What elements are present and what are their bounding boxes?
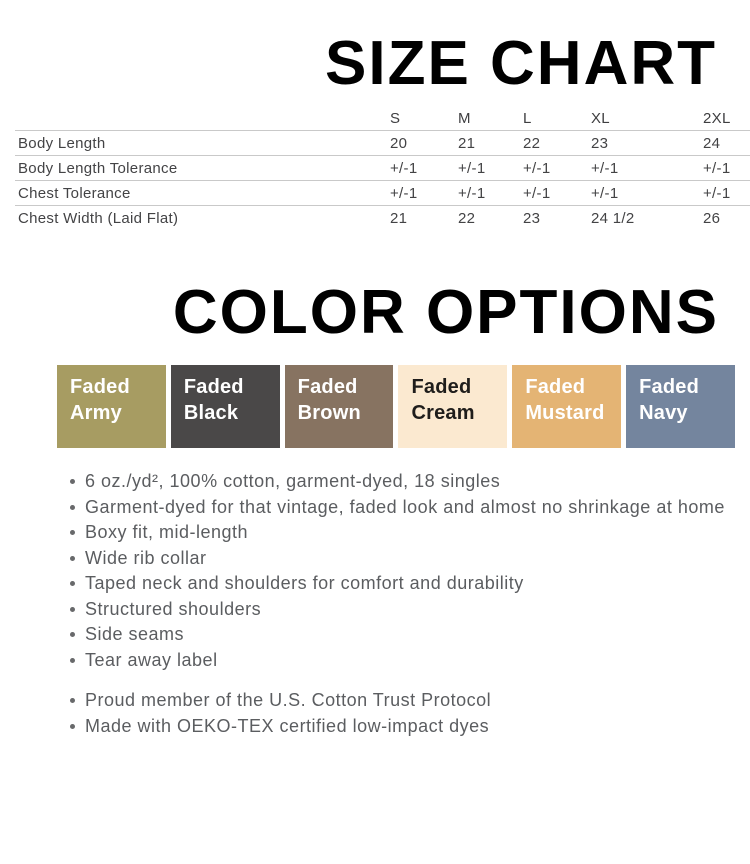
feature-list-secondary: Proud member of the U.S. Cotton Trust Pr… (0, 688, 750, 739)
size-column-header: L (523, 110, 532, 127)
size-table-corner-cell (15, 107, 390, 131)
feature-item: Side seams (69, 622, 750, 648)
table-cell: 21 (390, 209, 408, 227)
table-cell: 22 (523, 134, 541, 152)
feature-item: Wide rib collar (69, 546, 750, 572)
table-cell: +/-1 (390, 159, 418, 177)
color-swatch-faded-mustard: Faded Mustard (512, 365, 622, 448)
table-cell: +/-1 (591, 184, 619, 202)
feature-item: Garment-dyed for that vintage, faded loo… (69, 495, 750, 521)
swatch-label: Faded Brown (297, 376, 361, 424)
color-swatch-faded-black: Faded Black (170, 365, 280, 448)
table-cell: 24 1/2 (591, 209, 635, 227)
table-cell: +/-1 (703, 184, 731, 202)
table-cell: +/-1 (458, 159, 486, 177)
size-column-header: S (390, 110, 401, 127)
swatch-label: Faded Navy (639, 376, 700, 424)
color-swatch-faded-navy: Faded Navy (626, 365, 735, 448)
table-row: Chest Tolerance +/-1 +/-1 +/-1 +/-1 +/-1 (15, 180, 750, 206)
swatch-label: Faded Mustard (525, 376, 605, 424)
feature-list-primary: 6 oz./yd², 100% cotton, garment-dyed, 18… (0, 469, 750, 673)
size-chart-table: S M L XL 2XL Body Length 20 21 22 23 24 … (15, 107, 750, 230)
feature-item: Structured shoulders (69, 597, 750, 623)
size-table-header-row: S M L XL 2XL (15, 107, 750, 131)
color-swatch-faded-army: Faded Army (57, 365, 166, 448)
feature-item: Proud member of the U.S. Cotton Trust Pr… (69, 688, 750, 714)
feature-item: Boxy fit, mid-length (69, 520, 750, 546)
table-cell: 20 (390, 134, 408, 152)
feature-item: 6 oz./yd², 100% cotton, garment-dyed, 18… (69, 469, 750, 495)
feature-item: Made with OEKO-TEX certified low-impact … (69, 714, 750, 740)
table-cell: 22 (458, 209, 476, 227)
size-column-header: 2XL (703, 110, 731, 127)
color-options-title: COLOR OPTIONS (172, 278, 719, 347)
table-cell: +/-1 (591, 159, 619, 177)
color-swatch-row: Faded Army Faded Black Faded Brown Faded… (57, 365, 735, 448)
table-cell: 21 (458, 134, 476, 152)
table-cell: +/-1 (390, 184, 418, 202)
color-swatch-faded-cream: Faded Cream (398, 365, 508, 448)
table-cell: +/-1 (523, 159, 551, 177)
table-cell: +/-1 (523, 184, 551, 202)
size-chart-title: SIZE CHART (325, 29, 717, 98)
swatch-label: Faded Army (70, 376, 130, 424)
row-label: Chest Tolerance (18, 184, 131, 202)
color-swatch-faded-brown: Faded Brown (284, 365, 394, 448)
table-row: Body Length Tolerance +/-1 +/-1 +/-1 +/-… (15, 155, 750, 181)
feature-item: Tear away label (69, 648, 750, 674)
swatch-label: Faded Black (183, 376, 244, 424)
table-row: Body Length 20 21 22 23 24 (15, 130, 750, 156)
table-cell: 26 (703, 209, 721, 227)
size-column-header: XL (591, 110, 610, 127)
size-column-header: M (458, 110, 471, 127)
table-cell: +/-1 (458, 184, 486, 202)
table-cell: 24 (703, 134, 721, 152)
table-cell: +/-1 (703, 159, 731, 177)
table-row: Chest Width (Laid Flat) 21 22 23 24 1/2 … (15, 205, 750, 231)
row-label: Body Length (18, 134, 106, 152)
table-cell: 23 (591, 134, 609, 152)
swatch-label: Faded Cream (411, 376, 475, 424)
feature-item: Taped neck and shoulders for comfort and… (69, 571, 750, 597)
row-label: Chest Width (Laid Flat) (18, 209, 179, 227)
row-label: Body Length Tolerance (18, 159, 178, 177)
table-cell: 23 (523, 209, 541, 227)
